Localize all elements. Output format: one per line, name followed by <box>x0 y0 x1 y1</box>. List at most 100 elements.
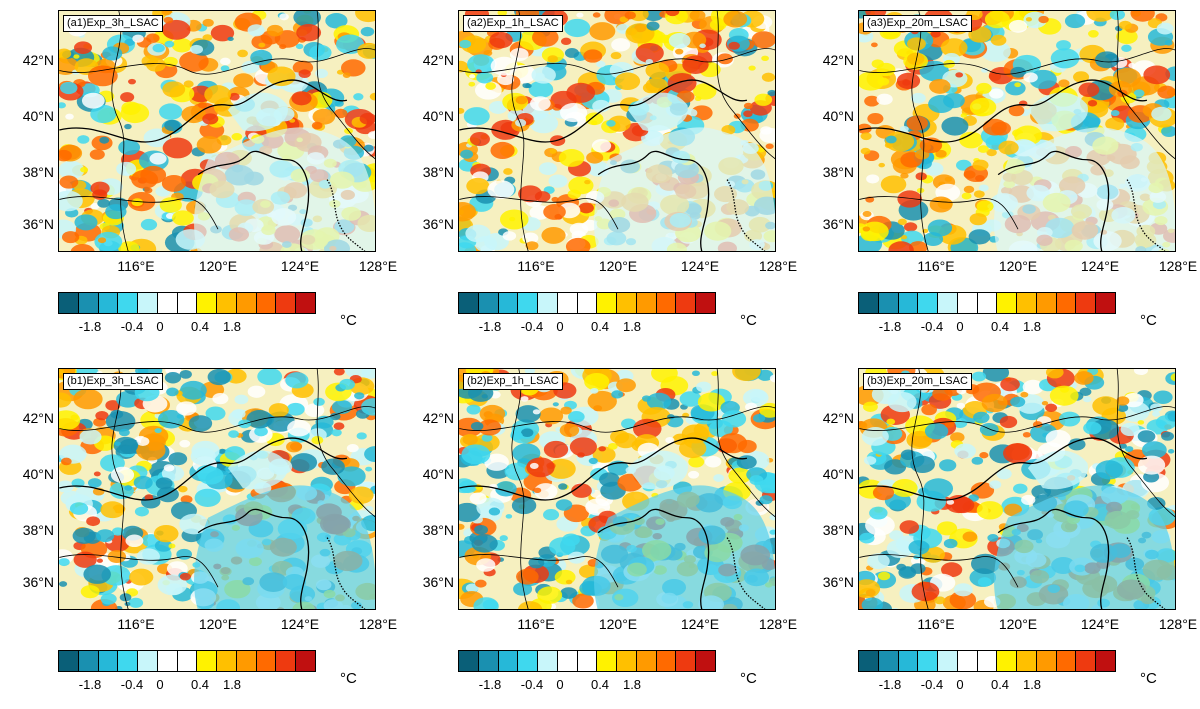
colorbar-swatch <box>157 293 178 313</box>
colorbar-swatch <box>597 293 618 313</box>
colorbar-tick-label: 0 <box>956 677 964 692</box>
colorbar-unit: °C <box>740 670 757 687</box>
colorbar-swatch <box>138 651 158 671</box>
colorbar-swatch <box>918 651 939 671</box>
temperature-field <box>859 369 1175 609</box>
colorbar-swatch <box>459 651 479 671</box>
longitude-tick-label: 124°E <box>280 258 320 274</box>
colorbar-swatch <box>656 293 677 313</box>
longitude-tick-label: 128°E <box>358 258 398 274</box>
colorbar-tick-label: 0 <box>156 319 164 334</box>
colorbar-swatch <box>1036 651 1057 671</box>
panel-label: (b2)Exp_1h_LSAC <box>463 373 563 390</box>
temperature-field <box>859 11 1175 251</box>
colorbar-swatch <box>676 651 697 671</box>
colorbar-tick-label: 0.4 <box>590 677 610 692</box>
colorbar-tick-label: -0.4 <box>120 319 144 334</box>
latitude-tick-label: 38°N <box>22 522 54 538</box>
colorbar-swatch <box>957 651 978 671</box>
colorbar-swatch <box>276 651 297 671</box>
colorbar-tick-label: 1.8 <box>1022 677 1042 692</box>
colorbar <box>858 292 1116 314</box>
panel-label: (a2)Exp_1h_LSAC <box>463 15 563 32</box>
colorbar-tick-label: 1.8 <box>622 677 642 692</box>
latitude-tick-label: 40°N <box>422 466 454 482</box>
panel-label: (b3)Exp_20m_LSAC <box>863 373 972 390</box>
temperature-field <box>459 369 775 609</box>
colorbar <box>858 650 1116 672</box>
colorbar-swatch <box>217 651 237 671</box>
colorbar-unit: °C <box>740 312 757 329</box>
latitude-tick-label: 38°N <box>422 164 454 180</box>
colorbar-swatch <box>98 293 119 313</box>
colorbar-swatch <box>1096 293 1115 313</box>
colorbar-tick-label: -1.8 <box>478 319 502 334</box>
latitude-tick-label: 40°N <box>22 108 54 124</box>
colorbar-swatch <box>1056 293 1077 313</box>
colorbar-tick-label: 1.8 <box>222 677 242 692</box>
colorbar-swatch <box>1076 651 1097 671</box>
colorbar-swatch <box>296 293 315 313</box>
longitude-tick-label: 116°E <box>917 258 955 274</box>
map-field: (b3)Exp_20m_LSAC <box>858 368 1176 610</box>
colorbar-tick-label: -1.8 <box>78 677 102 692</box>
colorbar-swatch <box>1017 651 1037 671</box>
colorbar-swatch <box>636 293 657 313</box>
latitude-tick-label: 36°N <box>422 216 454 232</box>
latitude-tick-label: 42°N <box>422 410 454 426</box>
colorbar-tick-label: 0.4 <box>990 677 1010 692</box>
colorbar-swatch <box>696 293 715 313</box>
map-field: (b2)Exp_1h_LSAC <box>458 368 776 610</box>
colorbar-swatch <box>859 651 879 671</box>
panel-label: (b1)Exp_3h_LSAC <box>63 373 163 390</box>
colorbar-swatch <box>197 293 218 313</box>
colorbar-swatch <box>78 293 99 313</box>
colorbar-swatch <box>157 651 178 671</box>
colorbar-tick-label: 0.4 <box>190 677 210 692</box>
latitude-tick-label: 36°N <box>22 216 54 232</box>
latitude-tick-label: 38°N <box>22 164 54 180</box>
colorbar-swatch <box>597 651 618 671</box>
map-field: (b1)Exp_3h_LSAC <box>58 368 376 610</box>
longitude-tick-label: 124°E <box>680 258 720 274</box>
longitude-tick-label: 116°E <box>517 616 555 632</box>
colorbar-swatch <box>538 651 558 671</box>
colorbar-swatch <box>478 651 499 671</box>
longitude-tick-label: 120°E <box>998 258 1038 274</box>
longitude-tick-label: 120°E <box>198 258 238 274</box>
colorbar-swatch <box>256 293 277 313</box>
colorbar-swatch <box>918 293 939 313</box>
latitude-tick-label: 40°N <box>22 466 54 482</box>
colorbar-tick-label: 0 <box>956 319 964 334</box>
colorbar-swatch <box>636 651 657 671</box>
colorbar-swatch <box>217 293 237 313</box>
latitude-tick-label: 42°N <box>422 52 454 68</box>
colorbar-unit: °C <box>340 670 357 687</box>
latitude-tick-label: 40°N <box>422 108 454 124</box>
colorbar-tick-label: -1.8 <box>478 677 502 692</box>
longitude-tick-label: 128°E <box>358 616 398 632</box>
colorbar-tick-label: 1.8 <box>622 319 642 334</box>
colorbar-swatch <box>118 651 139 671</box>
colorbar-swatch <box>78 651 99 671</box>
longitude-tick-label: 124°E <box>680 616 720 632</box>
colorbar-swatch <box>1017 293 1037 313</box>
colorbar-swatch <box>138 293 158 313</box>
colorbar-swatch <box>577 651 598 671</box>
longitude-tick-label: 116°E <box>117 258 155 274</box>
panel-label: (a1)Exp_3h_LSAC <box>63 15 163 32</box>
map-panel-b1: (b1)Exp_3h_LSAC 42°N 40°N 38°N 36°N 116°E 120°… <box>0 364 397 709</box>
latitude-tick-label: 42°N <box>22 410 54 426</box>
colorbar-tick-label: -0.4 <box>520 319 544 334</box>
colorbar-swatch <box>997 293 1018 313</box>
latitude-tick-label: 36°N <box>822 574 854 590</box>
colorbar-swatch <box>518 651 539 671</box>
colorbar-swatch <box>177 293 198 313</box>
map-panel-b3: (b3)Exp_20m_LSAC 42°N 40°N 38°N 36°N 116°E 120… <box>800 364 1197 709</box>
colorbar-swatch <box>1056 651 1077 671</box>
colorbar-swatch <box>859 293 879 313</box>
colorbar-tick-label: -1.8 <box>878 677 902 692</box>
colorbar-unit: °C <box>1140 312 1157 329</box>
longitude-tick-label: 120°E <box>598 258 638 274</box>
colorbar-swatch <box>538 293 558 313</box>
